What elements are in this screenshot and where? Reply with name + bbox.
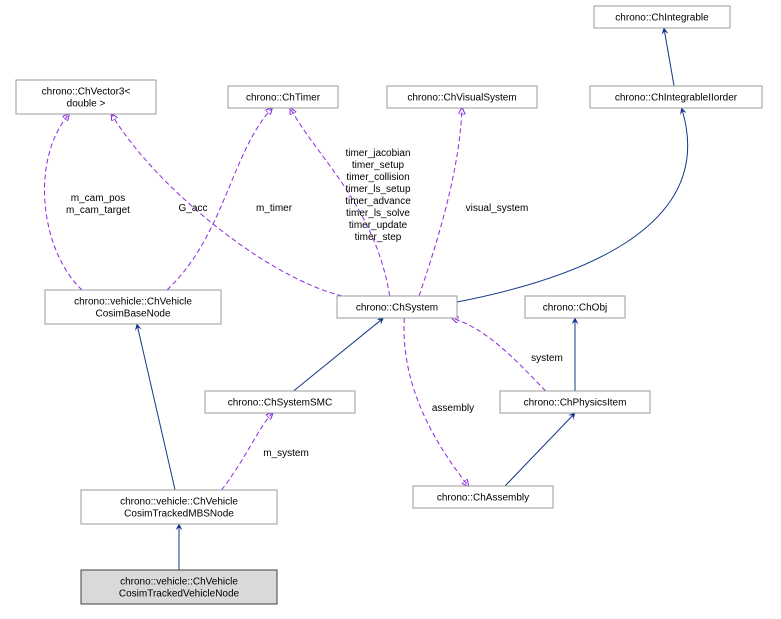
edge-label: timer_advance — [345, 196, 411, 207]
node-label: CosimTrackedMBSNode — [124, 509, 234, 520]
edge-n5-n1 — [167, 108, 272, 290]
node-label: chrono::ChIntegrableIIorder — [615, 93, 738, 104]
edge-n3-n4 — [664, 28, 674, 86]
node-label: chrono::ChVector3< — [42, 87, 131, 98]
nodes-layer: chrono::ChVector3<double > chrono::ChTime… — [16, 6, 762, 604]
node-n10[interactable]: chrono::vehicle::ChVehicleCosimTrackedMB… — [81, 490, 277, 524]
edge-label: system — [531, 353, 563, 364]
node-label: chrono::vehicle::ChVehicle — [74, 297, 192, 308]
edge-label: timer_setup — [352, 160, 405, 171]
node-n0[interactable]: chrono::ChVector3<double > — [16, 80, 156, 114]
edge-label: m_system — [263, 448, 309, 459]
edge-label: timer_ls_solve — [346, 208, 410, 219]
edge-label: visual_system — [466, 203, 529, 214]
node-n11[interactable]: chrono::ChAssembly — [413, 486, 553, 508]
edge-label: assembly — [432, 403, 474, 414]
edge-label: m_timer — [256, 203, 293, 214]
edge-label: m_cam_pos — [71, 193, 125, 204]
edge-label: timer_collision — [346, 172, 409, 183]
edge-label: timer_ls_setup — [345, 184, 410, 195]
node-label: chrono::ChPhysicsItem — [524, 398, 627, 409]
node-label: chrono::ChTimer — [246, 93, 321, 104]
node-label: chrono::vehicle::ChVehicle — [120, 577, 238, 588]
edge-n6-n2 — [419, 108, 462, 296]
edge-label: timer_step — [355, 232, 402, 243]
node-label: chrono::ChIntegrable — [615, 13, 709, 24]
edge-label: timer_update — [349, 220, 408, 231]
edge-label: m_cam_target — [66, 205, 130, 216]
node-label: CosimBaseNode — [95, 309, 170, 320]
node-label: chrono::ChObj — [543, 303, 607, 314]
edge-n10-n5 — [137, 324, 175, 490]
node-n7[interactable]: chrono::ChObj — [525, 296, 625, 318]
node-n3[interactable]: chrono::ChIntegrableIIorder — [590, 86, 762, 108]
node-n5[interactable]: chrono::vehicle::ChVehicleCosimBaseNode — [45, 290, 221, 324]
node-label: chrono::ChSystemSMC — [228, 398, 332, 409]
edge-label: timer_jacobian — [345, 148, 410, 159]
node-n2[interactable]: chrono::ChVisualSystem — [387, 86, 537, 108]
node-n6[interactable]: chrono::ChSystem — [337, 296, 457, 318]
node-label: CosimTrackedVehicleNode — [119, 589, 240, 600]
edge-n8-n6 — [294, 318, 384, 391]
node-label: chrono::ChSystem — [356, 303, 438, 314]
node-label: chrono::ChVisualSystem — [407, 93, 516, 104]
edge-n11-n9 — [505, 413, 575, 486]
node-label: chrono::ChAssembly — [437, 493, 529, 504]
node-n12[interactable]: chrono::vehicle::ChVehicleCosimTrackedVe… — [81, 570, 277, 604]
edge-n6-n0 — [112, 114, 343, 296]
node-label: double > — [67, 99, 106, 110]
edge-n6-n11 — [404, 318, 468, 486]
node-label: chrono::vehicle::ChVehicle — [120, 497, 238, 508]
node-n8[interactable]: chrono::ChSystemSMC — [205, 391, 355, 413]
edge-label: G_acc — [179, 203, 208, 214]
node-n9[interactable]: chrono::ChPhysicsItem — [500, 391, 650, 413]
node-n4[interactable]: chrono::ChIntegrable — [594, 6, 730, 28]
node-n1[interactable]: chrono::ChTimer — [228, 86, 338, 108]
